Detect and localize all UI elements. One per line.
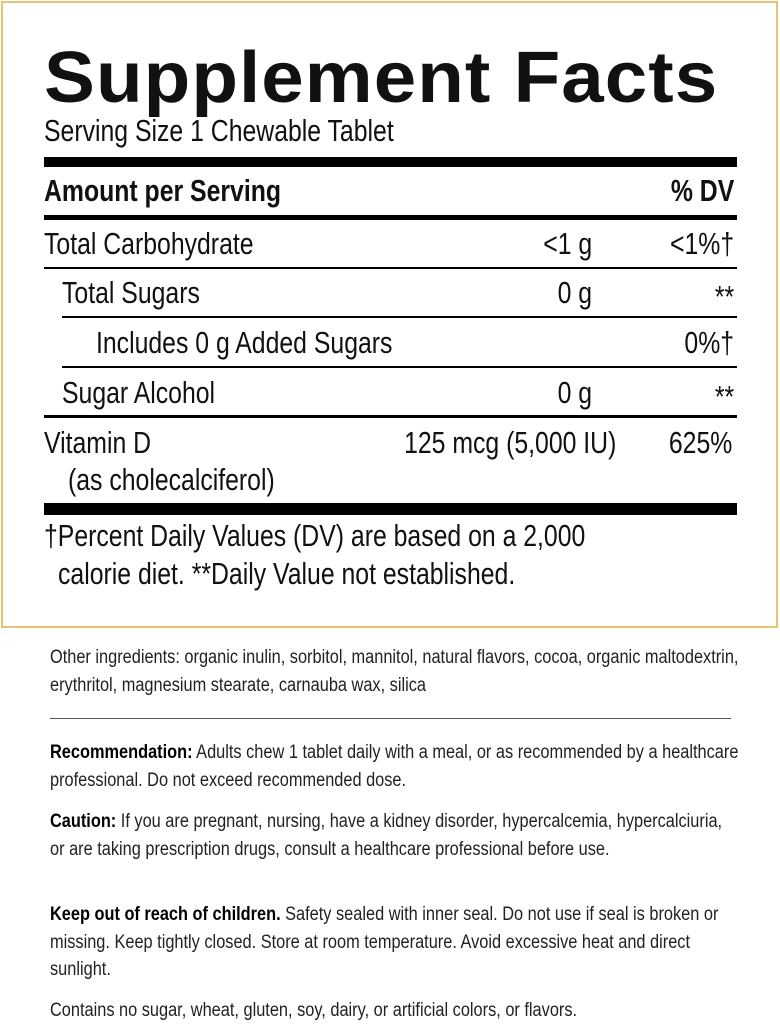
nutrient-name: Includes 0 g Added Sugars [96, 325, 393, 360]
other-ingredients: Other ingredients: organic inulin, sorbi… [50, 647, 739, 696]
footnote-line-1: †Percent Daily Values (DV) are based on … [44, 518, 586, 553]
nutrient-name: Sugar Alcohol [62, 375, 216, 410]
supplement-facts-panel [1, 1, 778, 628]
header-dv: % DV [670, 173, 734, 208]
divider [62, 366, 737, 368]
nutrient-name: Total Sugars [62, 275, 200, 310]
recommendation: Recommendation: Adults chew 1 tablet dai… [50, 742, 739, 791]
divider [44, 267, 737, 269]
nutrient-amount: 125 mcg (5,000 IU) [403, 425, 616, 460]
nutrient-dv: ** [714, 379, 734, 414]
divider [62, 316, 737, 318]
divider [44, 415, 737, 418]
nutrient-name: Total Carbohydrate [44, 226, 254, 261]
nutrient-name: Vitamin D [44, 425, 152, 460]
footnote-line-2: calorie diet. **Daily Value not establis… [58, 556, 516, 591]
nutrient-dv: 0%† [684, 325, 734, 360]
contains-statement: Contains no sugar, wheat, gluten, soy, d… [50, 1000, 578, 1021]
nutrient-amount: <1 g [543, 226, 592, 261]
nutrient-subname: (as cholecalciferol) [68, 462, 275, 497]
nutrient-dv: <1%† [669, 226, 734, 261]
serving-size: Serving Size 1 Chewable Tablet [44, 113, 394, 148]
nutrient-amount: 0 g [557, 375, 592, 410]
caution: Caution: If you are pregnant, nursing, h… [50, 811, 723, 860]
panel-title: Supplement Facts [44, 38, 719, 118]
thick-divider [44, 157, 737, 167]
header-amount: Amount per Serving [44, 173, 282, 208]
divider [44, 215, 737, 220]
nutrient-dv: 625% [668, 425, 732, 460]
section-divider [50, 718, 731, 719]
children-warning: Keep out of reach of children. Safety se… [50, 904, 719, 980]
thick-divider [44, 503, 737, 515]
nutrient-amount: 0 g [557, 275, 592, 310]
nutrient-dv: ** [714, 279, 734, 314]
